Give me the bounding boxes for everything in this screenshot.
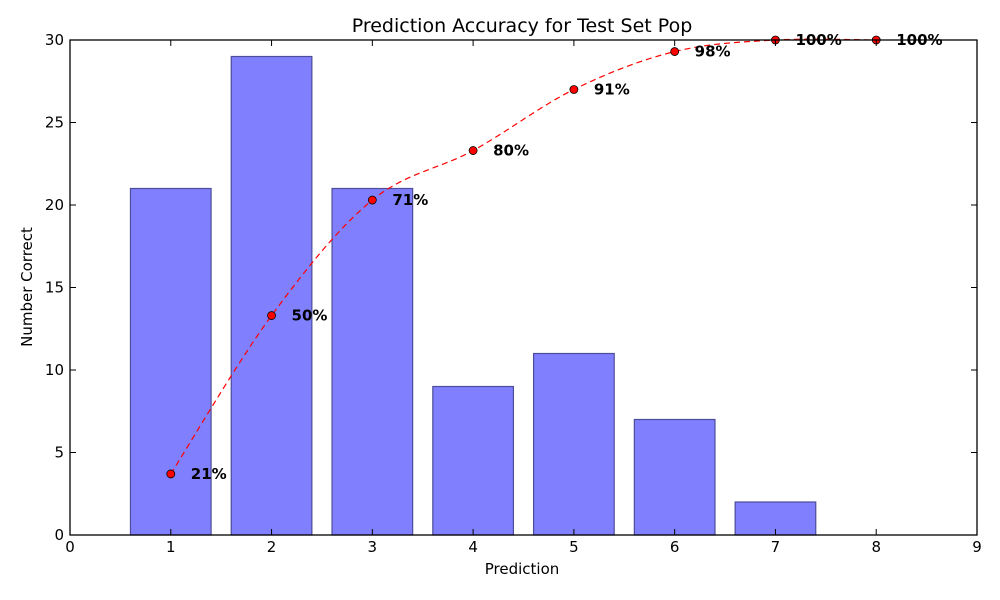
x-tick-label-7: 7 <box>771 538 781 556</box>
y-tick-label-25: 25 <box>45 114 64 132</box>
y-tick-label-30: 30 <box>45 31 64 49</box>
bars-layer <box>129 55 817 536</box>
x-axis-label: Prediction <box>485 560 560 578</box>
x-tick-label-4: 4 <box>468 538 478 556</box>
x-tick-label-1: 1 <box>166 538 176 556</box>
cumulative-point-3 <box>367 195 377 205</box>
y-axis-label: Number Correct <box>18 227 36 347</box>
bar-4 <box>432 385 515 536</box>
percent-label-6: 98% <box>695 43 731 61</box>
cumulative-point-1 <box>166 469 176 479</box>
y-tick-label-10: 10 <box>45 361 64 379</box>
x-tick-label-2: 2 <box>267 538 277 556</box>
percent-label-3: 71% <box>392 191 428 209</box>
cumulative-point-4 <box>468 146 478 155</box>
percent-label-5: 91% <box>594 81 630 99</box>
y-tick-label-20: 20 <box>45 196 64 214</box>
bar-1 <box>129 187 212 536</box>
bar-2 <box>230 55 313 536</box>
x-tick-label-6: 6 <box>670 538 680 556</box>
x-tick-label-3: 3 <box>368 538 378 556</box>
percent-label-1: 21% <box>191 465 227 483</box>
y-tick-label-15: 15 <box>45 279 64 297</box>
x-tick-label-9: 9 <box>972 538 982 556</box>
y-tick-label-0: 0 <box>54 526 64 544</box>
cumulative-point-6 <box>670 47 680 56</box>
cumulative-line <box>170 38 877 475</box>
x-tick-label-5: 5 <box>569 538 579 556</box>
bar-3 <box>331 187 414 536</box>
x-tick-label-8: 8 <box>871 538 881 556</box>
cumulative-point-2 <box>267 311 276 320</box>
cumulative-point-5 <box>569 85 579 94</box>
bar-5 <box>532 352 615 536</box>
axes-layer: 0 1 2 3 4 5 6 7 8 9 0 5 10 15 20 25 30 <box>45 31 982 556</box>
y-tick-label-5: 5 <box>54 444 64 462</box>
x-tick-label-0: 0 <box>65 538 75 556</box>
percent-label-4: 80% <box>493 142 529 160</box>
bar-6 <box>633 418 716 536</box>
chart-title: Prediction Accuracy for Test Set Pop <box>352 15 693 37</box>
percent-label-2: 50% <box>292 307 328 325</box>
